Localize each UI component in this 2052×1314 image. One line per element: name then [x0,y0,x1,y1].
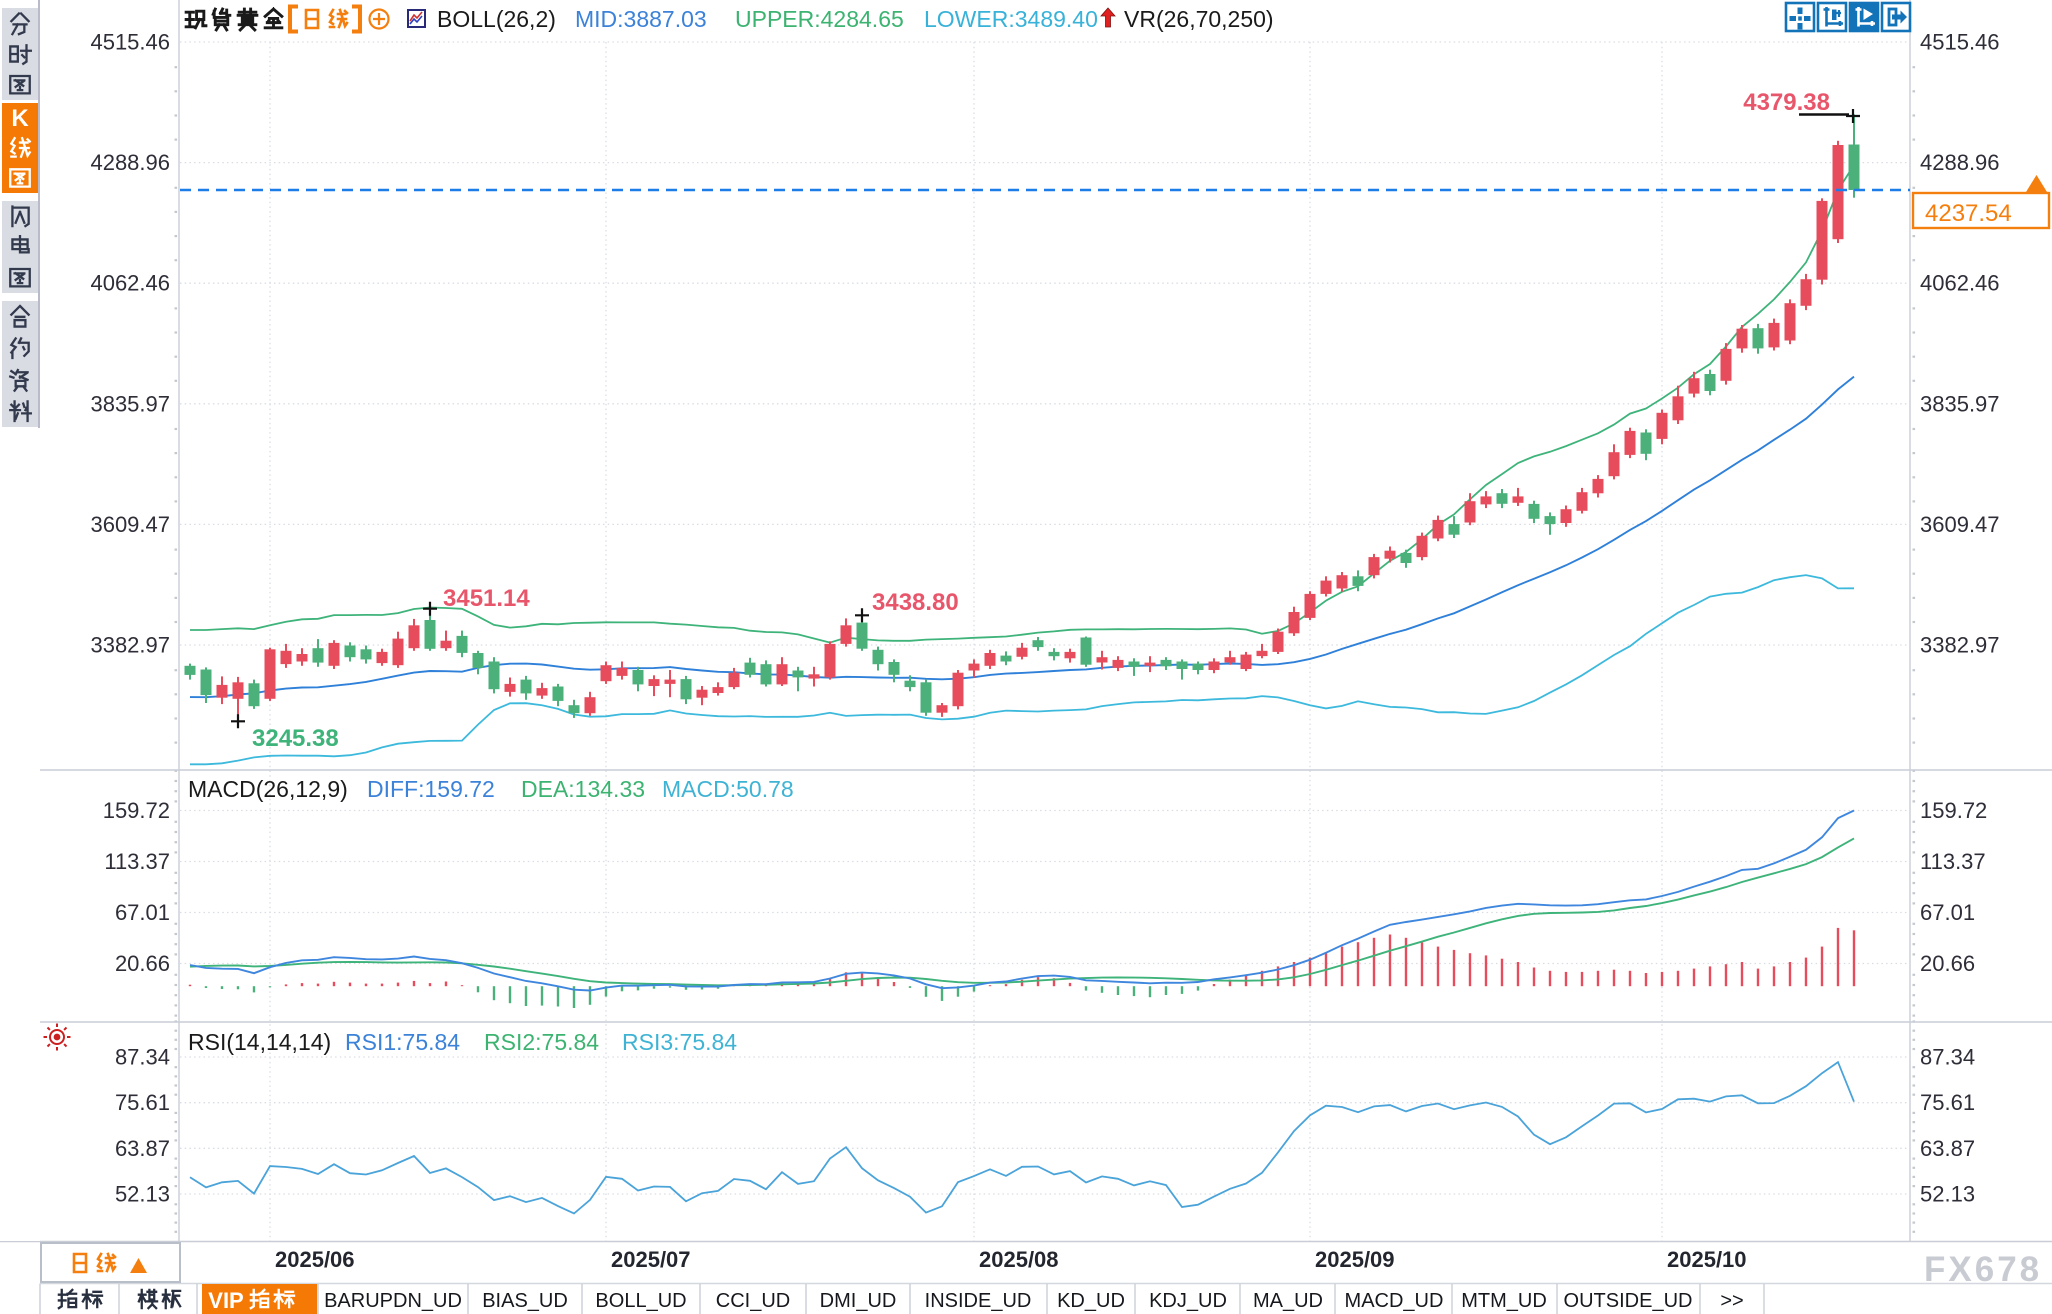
svg-text:159.72: 159.72 [1920,798,1987,823]
svg-text:63.87: 63.87 [1920,1136,1975,1161]
svg-text:3438.80: 3438.80 [872,589,959,616]
svg-text:63.87: 63.87 [115,1136,170,1161]
svg-text:MTM_UD: MTM_UD [1461,1290,1547,1312]
svg-text:OUTSIDE_UD: OUTSIDE_UD [1564,1290,1693,1312]
svg-text:>>: >> [1720,1290,1743,1312]
svg-text:VIP: VIP [208,1288,243,1313]
svg-text:20.66: 20.66 [115,951,170,976]
svg-text:2025/09: 2025/09 [1315,1247,1395,1272]
svg-text:UPPER:4284.65: UPPER:4284.65 [735,6,904,32]
svg-text:4288.96: 4288.96 [1920,150,2000,175]
svg-text:2025/07: 2025/07 [611,1247,691,1272]
svg-text:3835.97: 3835.97 [90,391,170,416]
svg-text:87.34: 87.34 [115,1045,170,1070]
svg-text:52.13: 52.13 [115,1182,170,1207]
svg-text:RSI2:75.84: RSI2:75.84 [484,1029,599,1055]
svg-text:INSIDE_UD: INSIDE_UD [925,1290,1032,1312]
svg-text:4515.46: 4515.46 [1920,30,2000,55]
svg-text:4062.46: 4062.46 [90,271,170,296]
svg-text:BIAS_UD: BIAS_UD [482,1290,568,1312]
svg-text:4288.96: 4288.96 [90,150,170,175]
svg-text:2025/06: 2025/06 [275,1247,355,1272]
svg-text:2025/10: 2025/10 [1667,1247,1747,1272]
svg-text:BOLL(26,2): BOLL(26,2) [437,6,556,32]
svg-text:113.37: 113.37 [1920,849,1986,874]
svg-text:MACD(26,12,9): MACD(26,12,9) [188,776,348,802]
svg-text:4062.46: 4062.46 [1920,271,2000,296]
svg-text:RSI1:75.84: RSI1:75.84 [345,1029,460,1055]
svg-text:LOWER:3489.40: LOWER:3489.40 [924,6,1098,32]
svg-text:4237.54: 4237.54 [1925,200,2012,227]
svg-text:RSI(14,14,14): RSI(14,14,14) [188,1029,331,1055]
svg-text:MACD:50.78: MACD:50.78 [662,776,794,802]
svg-text:CCI_UD: CCI_UD [716,1290,790,1312]
svg-text:MID:3887.03: MID:3887.03 [575,6,707,32]
svg-text:BARUPDN_UD: BARUPDN_UD [324,1290,462,1312]
svg-text:3382.97: 3382.97 [1920,633,2000,658]
svg-text:2025/08: 2025/08 [979,1247,1059,1272]
svg-text:4515.46: 4515.46 [90,30,170,55]
svg-text:KDJ_UD: KDJ_UD [1149,1290,1227,1312]
svg-text:67.01: 67.01 [1920,900,1975,925]
svg-text:3451.14: 3451.14 [443,585,530,612]
svg-text:MACD_UD: MACD_UD [1345,1290,1444,1312]
svg-text:87.34: 87.34 [1920,1045,1975,1070]
svg-text:DIFF:159.72: DIFF:159.72 [367,776,495,802]
svg-text:159.72: 159.72 [103,798,170,823]
svg-text:20.66: 20.66 [1920,951,1975,976]
svg-text:75.61: 75.61 [1920,1090,1975,1115]
svg-text:3609.47: 3609.47 [1920,512,2000,537]
svg-text:3835.97: 3835.97 [1920,391,2000,416]
svg-text:3609.47: 3609.47 [90,512,170,537]
svg-text:BOLL_UD: BOLL_UD [595,1290,686,1312]
svg-text:VR(26,70,250): VR(26,70,250) [1124,6,1274,32]
svg-text:3245.38: 3245.38 [252,725,339,752]
svg-text:RSI3:75.84: RSI3:75.84 [622,1029,737,1055]
svg-text:3382.97: 3382.97 [90,633,170,658]
svg-text:75.61: 75.61 [115,1090,170,1115]
svg-text:DEA:134.33: DEA:134.33 [521,776,645,802]
svg-text:K: K [11,105,29,132]
svg-text:113.37: 113.37 [104,849,170,874]
svg-text:KD_UD: KD_UD [1057,1290,1125,1312]
svg-text:MA_UD: MA_UD [1253,1290,1323,1312]
svg-text:DMI_UD: DMI_UD [820,1290,897,1312]
svg-text:4379.38: 4379.38 [1743,89,1830,116]
svg-text:52.13: 52.13 [1920,1182,1975,1207]
svg-text:FX678: FX678 [1924,1250,2042,1289]
svg-text:67.01: 67.01 [115,900,170,925]
